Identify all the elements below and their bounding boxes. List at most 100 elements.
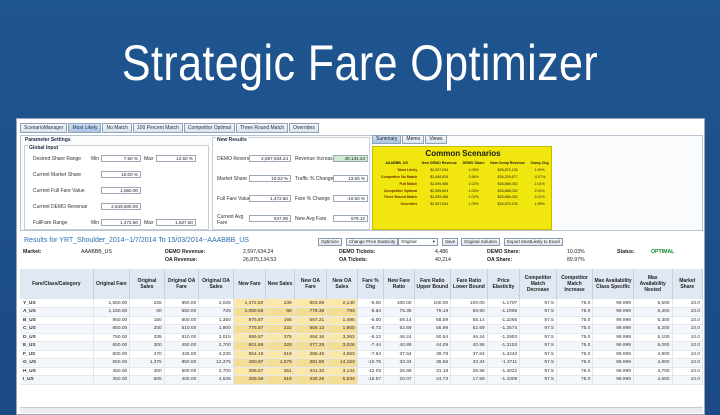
table-row[interactable]: B_US 950.00 150 600.00 1,350 875.87 165 567.21 1… <box>20 316 704 325</box>
full-fare-max-input[interactable]: 1,627.50 <box>156 219 196 226</box>
column-header[interactable]: Original Sales <box>129 269 165 299</box>
table-cell: -1.2574 <box>487 324 521 334</box>
table-cell: 10.0 <box>672 307 704 317</box>
scenario-cell: $2,597,634 <box>430 168 449 173</box>
table-cell: 618 <box>265 375 295 385</box>
fare-class-cell: B_US <box>20 316 94 325</box>
scenario-tabbar: ScenarioManager Most Likely No Match 100… <box>20 123 319 133</box>
column-header[interactable]: Max Availability Class Specific <box>592 269 634 299</box>
column-header[interactable]: Competitor Match Decrease <box>519 269 557 299</box>
column-header[interactable]: New Fare <box>233 269 267 299</box>
table-row[interactable]: H_US 450.00 300 500.00 2,700 395.67 351 441.33 3… <box>20 367 704 376</box>
tab-competitor-optimal[interactable]: Competitor Optimal <box>183 123 235 133</box>
current-demo-revenue-label: Current DEMO Revenue <box>33 204 88 210</box>
tab-summary[interactable]: Summary <box>372 135 402 144</box>
horizontal-scrollbar[interactable] <box>20 407 703 413</box>
demo-revenue-field: 2,597,634.24 <box>249 155 291 162</box>
table-cell: 99.999 <box>592 324 634 334</box>
table-cell: 2,140 <box>326 299 358 308</box>
summary-tabbar: Summary Memo Views <box>372 135 447 144</box>
table-row[interactable]: Y_US 1,550.00 225 950.00 2,025 1,472.50 239 903… <box>20 299 704 308</box>
tab-most-likely[interactable]: Most Likely <box>68 123 102 133</box>
results-demo-revenue-value: 2,597,634.24 <box>243 249 274 255</box>
table-cell: 14,153 <box>326 358 358 368</box>
full-fare-min-input[interactable]: 1,472.50 <box>101 219 141 226</box>
table-cell: 505 <box>129 375 165 385</box>
save-button[interactable]: Save <box>442 238 459 246</box>
scenario-cell: Competitor No Match <box>380 174 418 179</box>
tab-no-match[interactable]: No Match <box>102 123 132 133</box>
table-cell: 519 <box>265 350 295 359</box>
table-cell: 150 <box>129 316 165 325</box>
change-price-elasticity-button[interactable]: Change Price Elasticity <box>346 238 399 246</box>
tab-memo[interactable]: Memo <box>402 135 425 144</box>
traffic-change-label: Traffic % Change <box>295 176 334 182</box>
scenario-cell: Overrides <box>400 202 418 207</box>
column-header[interactable]: Fare % Chg <box>357 269 385 299</box>
tab-100-percent-match[interactable]: 100 Percent Match <box>132 123 183 133</box>
scenario-cell: $2,597,634 <box>430 202 449 207</box>
table-cell: 725 <box>198 307 234 317</box>
column-header[interactable]: Original OA Sales <box>198 269 234 299</box>
table-cell: -1.4309 <box>487 375 521 385</box>
scenario-cell: 1.09% <box>468 202 479 207</box>
table-row[interactable]: D_US 750.00 335 510.00 3,015 686.87 375 464.16 3… <box>20 333 704 342</box>
scenarios-header-row: AAABBB_US New DEMO Revenue DEMO Share Ne… <box>375 160 551 167</box>
scenario-cell: 1.02% <box>468 188 479 193</box>
table-cell: 510.00 <box>164 324 200 334</box>
column-header[interactable]: Market Share <box>672 269 704 299</box>
table-cell: 3,015 <box>198 333 234 342</box>
solution-select[interactable]: Original ▾ <box>398 238 438 246</box>
tab-three-round-match[interactable]: Three Round Match <box>235 123 289 133</box>
table-row[interactable]: A_US 1,150.00 60 650.00 725 1,050.59 68 778.36 7… <box>20 307 704 317</box>
table-cell: 20.07 <box>383 375 415 385</box>
table-cell: 65.59 <box>414 316 452 325</box>
column-header[interactable]: Original OA Fare <box>164 269 200 299</box>
tab-overrides[interactable]: Overrides <box>289 123 319 133</box>
column-header[interactable]: Fare Ratio Upper Bound <box>414 269 452 299</box>
table-cell: 100.00 <box>414 299 452 308</box>
table-cell: 26.88 <box>383 367 415 376</box>
desired-share-min-input[interactable]: 7.50 % <box>101 155 141 162</box>
table-row[interactable]: G_US 550.00 1,375 850.00 12,375 490.87 1,579 38… <box>20 358 704 368</box>
tab-views[interactable]: Views <box>425 135 447 144</box>
tab-scenario-manager[interactable]: ScenarioManager <box>20 123 68 133</box>
new-avg-fare-field: 579.12 <box>333 215 368 222</box>
table-cell: 100.00 <box>383 299 415 308</box>
table-cell: 10.0 <box>672 367 704 376</box>
desired-share-max-input[interactable]: 12.50 % <box>156 155 196 162</box>
results-header: Results for YRT_Shoulder_2014--1/7/2014 … <box>20 234 703 246</box>
column-header[interactable]: New OA Fare <box>294 269 328 299</box>
table-row[interactable]: E_US 650.00 300 450.00 2,700 601.69 329 477.28 3… <box>20 341 704 351</box>
column-header[interactable]: New OA Sales <box>326 269 358 299</box>
table-row[interactable]: F_US 600.00 470 425.00 4,230 554.19 519 386.45 4… <box>20 350 704 359</box>
column-header[interactable]: New Fare Ratio <box>383 269 415 299</box>
table-cell: 33.34 <box>450 358 488 368</box>
table-cell: 450.00 <box>93 367 131 376</box>
column-header[interactable]: Competitor Match Increase <box>556 269 594 299</box>
column-header[interactable]: Fare/Class/Category <box>20 269 94 299</box>
market-label: Market: <box>23 249 42 255</box>
column-header[interactable]: New Sales <box>265 269 295 299</box>
new-results-group: New Results DEMO Revenue 2,597,634.24 Re… <box>212 137 370 230</box>
chevron-down-icon: ▾ <box>432 239 435 244</box>
column-header[interactable]: Price Elasticity <box>487 269 521 299</box>
fare-class-cell: E_US <box>20 341 94 351</box>
column-header[interactable]: Original Fare <box>93 269 131 299</box>
table-cell: 1,579 <box>265 358 295 368</box>
table-cell: 75.0 <box>556 307 594 317</box>
optimize-button[interactable]: Optimize <box>318 238 342 246</box>
table-cell: 1,950 <box>326 324 358 334</box>
table-row[interactable]: I_US 350.00 505 400.00 4,545 285.59 618 339.29 5… <box>20 375 704 385</box>
table-cell: 450.00 <box>164 341 200 351</box>
table-cell: 850.00 <box>164 358 200 368</box>
scenario-row: Full Match $2,595,986 1.02% $26,886,052 2.01… <box>375 180 551 187</box>
original-solution-button[interactable]: Original Solution <box>461 238 501 246</box>
export-excel-button[interactable]: Export MostLikely to Excel <box>504 238 563 246</box>
table-row[interactable]: C_US 850.00 200 510.00 1,800 775.87 222 558.13 1… <box>20 324 704 334</box>
column-header[interactable]: Fare Ratio Lower Bound <box>450 269 488 299</box>
table-cell: 31.18 <box>414 367 452 376</box>
column-header[interactable]: Max Availability Nested <box>633 269 673 299</box>
table-cell: 4,900 <box>633 350 673 359</box>
revenue-increase-label: Revenue Increase <box>295 156 336 162</box>
